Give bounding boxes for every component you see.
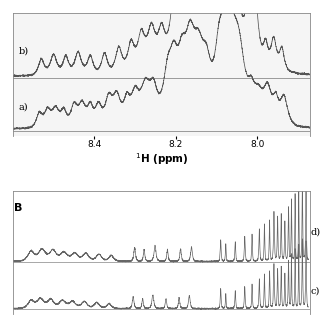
Text: B: B xyxy=(14,203,23,212)
X-axis label: $^{1}$H (ppm): $^{1}$H (ppm) xyxy=(135,151,188,167)
Text: d): d) xyxy=(310,228,320,236)
Text: c): c) xyxy=(310,286,320,295)
Text: a): a) xyxy=(19,103,28,112)
Text: b): b) xyxy=(19,47,29,56)
